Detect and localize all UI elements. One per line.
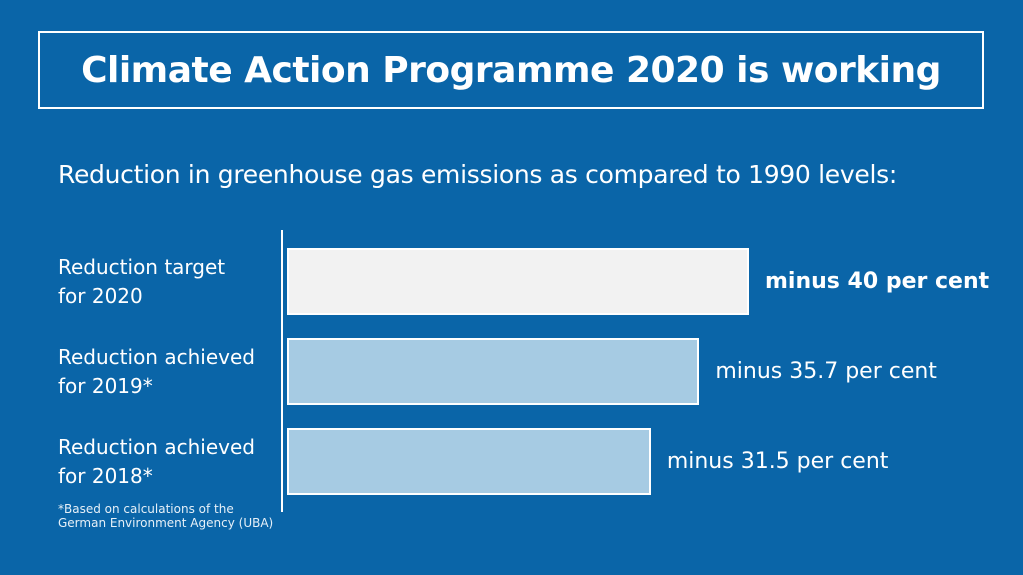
footnote: *Based on calculations of the German Env…	[58, 502, 273, 530]
category-label-1-line-2: for 2020	[58, 284, 143, 308]
footnote-line-2: German Environment Agency (UBA)	[58, 516, 274, 530]
bar-2	[287, 338, 700, 405]
bar-3	[287, 428, 651, 495]
chart-title: Climate Action Programme 2020 is working	[81, 49, 941, 91]
category-axis-line	[281, 230, 283, 512]
value-label-1: minus 40 per cent	[765, 268, 990, 294]
value-label-2: minus 35.7 per cent	[715, 358, 937, 384]
chart-subtitle: Reduction in greenhouse gas emissions as…	[58, 160, 897, 189]
category-label-2-line-2: for 2019*	[58, 374, 153, 398]
category-label-3: Reduction achieved for 2018*	[58, 433, 273, 491]
value-label-3: minus 31.5 per cent	[666, 448, 889, 474]
category-label-2: Reduction achieved for 2019*	[58, 343, 273, 401]
category-label-3-line-2: for 2018*	[58, 464, 153, 488]
footnote-line-1: *Based on calculations of the	[58, 502, 234, 516]
category-label-2-line-1: Reduction achieved	[58, 345, 255, 369]
title-box: Climate Action Programme 2020 is working	[38, 31, 984, 109]
category-label-1-line-1: Reduction target	[58, 255, 226, 279]
category-label-3-line-1: Reduction achieved	[58, 435, 255, 459]
category-label-1: Reduction target for 2020	[58, 253, 273, 311]
bar-1	[287, 248, 749, 315]
